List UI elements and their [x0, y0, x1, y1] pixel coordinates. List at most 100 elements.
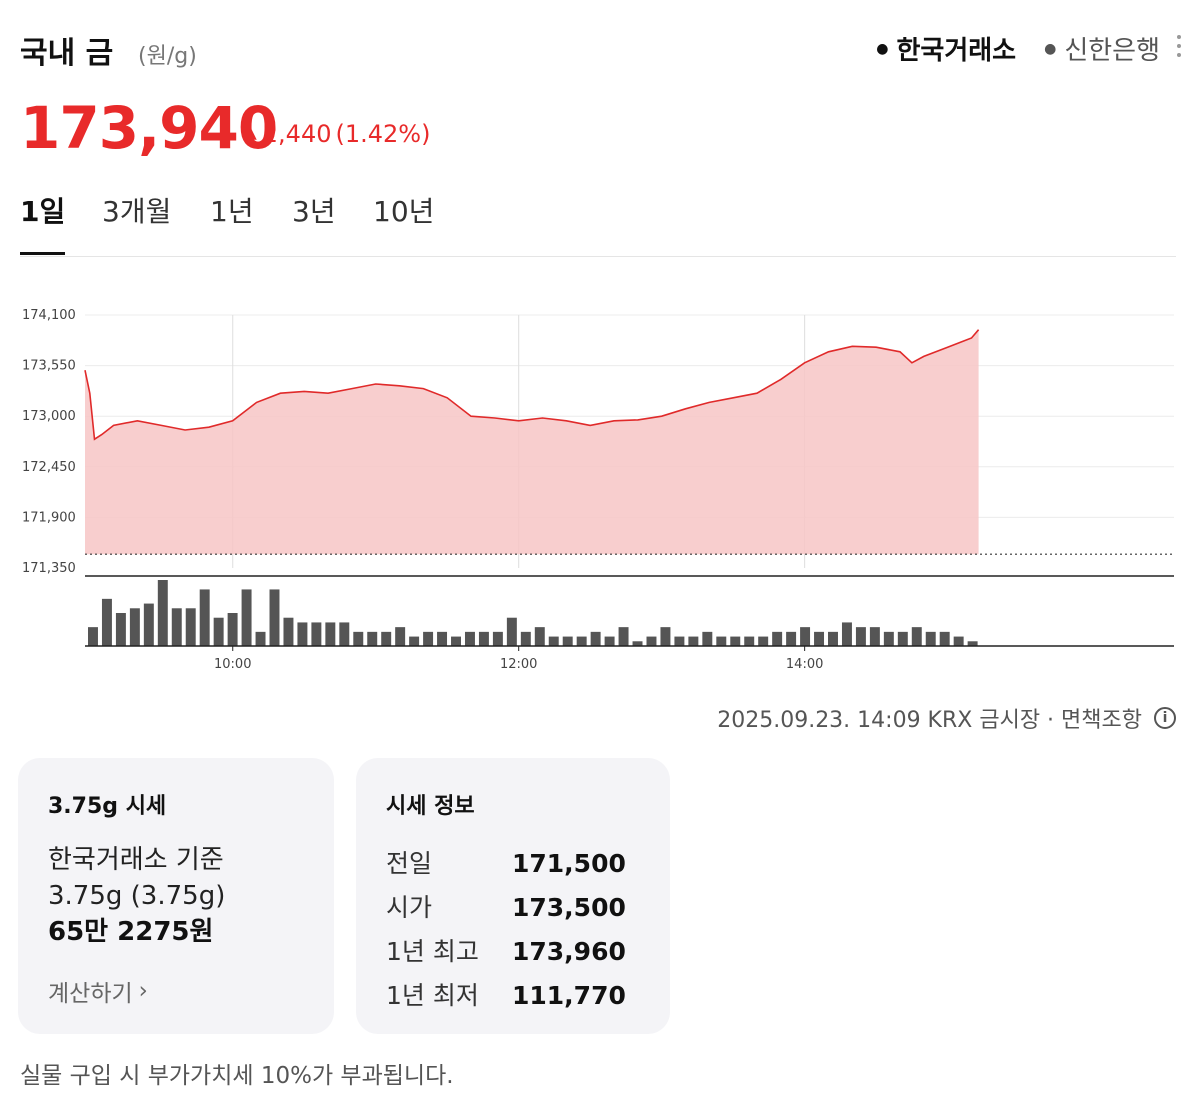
volume-bar: [590, 631, 601, 646]
vat-notice: 실물 구입 시 부가가치세 10%가 부과됩니다.: [20, 1063, 454, 1089]
volume-bar: [953, 636, 964, 646]
volume-bar: [604, 636, 615, 646]
volume-bar: [967, 641, 978, 646]
info-row: 1년 최저 111,770: [386, 974, 640, 1018]
volume-bar: [367, 631, 378, 646]
tab-3years[interactable]: 3년: [292, 195, 336, 228]
timestamp-line: 2025.09.23. 14:09 KRX 금시장 · 면책조항 i: [717, 702, 1176, 734]
volume-bar: [939, 631, 950, 646]
volume-bar: [451, 636, 461, 646]
source-krx[interactable]: ● 한국거래소: [876, 30, 1016, 67]
source-krx-label: 한국거래소: [896, 36, 1017, 66]
gram-card-price: 65만 2275원: [48, 917, 214, 947]
info-label: 전일: [386, 849, 433, 878]
info-label: 1년 최고: [386, 937, 479, 966]
y-tick-label: 173,550: [22, 359, 76, 374]
price-line: [84, 329, 980, 441]
info-row: 시가 173,500: [386, 886, 640, 930]
volume-bar: [171, 608, 182, 646]
y-tick-label: 172,450: [22, 460, 76, 475]
volume-bar: [674, 636, 685, 646]
header: 국내 금 (원/g) ● 한국거래소 ● 신한은행: [20, 28, 1181, 76]
chevron-right-icon: ›: [138, 978, 148, 1004]
volume-bar: [101, 598, 112, 646]
y-tick-label: 173,000: [22, 409, 76, 424]
volume-bar: [632, 641, 643, 646]
volume-bar: [646, 636, 657, 646]
tab-10years[interactable]: 10년: [373, 195, 435, 228]
gram-card-title: 3.75g 시세: [48, 794, 167, 819]
info-value: 111,770: [512, 981, 626, 1010]
price-change: ▲ 2,440 (1.42%): [246, 120, 430, 148]
volume-bar: [800, 627, 811, 646]
tab-3months[interactable]: 3개월: [102, 195, 172, 228]
source-selector: ● 한국거래소 ● 신한은행: [876, 30, 1160, 67]
calculate-link[interactable]: 계산하기 ›: [48, 974, 148, 1008]
volume-bar: [744, 636, 755, 646]
volume-bar: [883, 631, 894, 646]
volume-bar: [730, 636, 741, 646]
y-tick-label: 171,350: [22, 561, 76, 576]
info-value: 173,960: [512, 937, 626, 966]
bullet-icon: ●: [1044, 40, 1057, 57]
price-chart[interactable]: 174,100 173,550 173,000 172,450 171,900 171,3…: [0, 290, 1200, 690]
more-options-icon[interactable]: [1172, 32, 1186, 62]
volume-bar: [716, 636, 727, 646]
volume-bar: [478, 631, 489, 646]
volume-bar: [255, 631, 266, 646]
volume-bar: [506, 617, 517, 646]
volume-bar: [758, 636, 769, 646]
change-amount: 2,440: [262, 120, 332, 148]
volume-bar: [115, 613, 126, 646]
info-label: 시가: [386, 893, 433, 922]
volume-bar: [520, 631, 531, 646]
volume-bar: [185, 608, 196, 646]
info-value: 171,500: [512, 849, 626, 878]
volume-bar: [143, 603, 154, 646]
volume-bar: [464, 631, 475, 646]
volume-bar: [855, 627, 866, 646]
info-card-title: 시세 정보: [386, 794, 475, 819]
info-row: 1년 최고 173,960: [386, 930, 640, 974]
volume-bar: [828, 631, 838, 646]
bullet-icon: ●: [876, 40, 889, 57]
volume-bar: [241, 589, 252, 646]
volume-bar: [911, 627, 922, 646]
volume-bar: [409, 636, 420, 646]
volume-bar: [814, 631, 825, 646]
info-row: 전일 171,500: [386, 842, 640, 886]
volume-bar: [925, 631, 936, 646]
gram-card-weight: 3.75g (3.75g): [48, 881, 226, 911]
y-tick-label: 174,100: [22, 308, 76, 323]
x-tick-label: 10:00: [214, 657, 251, 672]
volume-bar: [88, 627, 98, 646]
current-price: 173,940: [20, 94, 278, 162]
x-tick-label: 12:00: [500, 657, 537, 672]
volume-bar: [353, 631, 364, 646]
volume-bar: [660, 627, 671, 646]
volume-bar: [213, 617, 224, 646]
volume-bar: [311, 622, 322, 646]
volume-bar: [129, 608, 140, 646]
volume-bar: [157, 580, 168, 646]
volume-bar: [702, 631, 713, 646]
volume-bar: [534, 627, 545, 646]
up-triangle-icon: ▲: [246, 126, 257, 142]
volume-bar: [227, 613, 238, 646]
calculate-link-label: 계산하기: [48, 981, 133, 1007]
volume-bar: [688, 636, 699, 646]
source-shinhan[interactable]: ● 신한은행: [1044, 30, 1160, 67]
tab-1year[interactable]: 1년: [210, 195, 254, 228]
volume-bar: [423, 631, 434, 646]
tab-1day[interactable]: 1일: [20, 190, 66, 255]
info-icon[interactable]: i: [1154, 707, 1176, 729]
volume-bar: [492, 631, 503, 646]
page-title: 국내 금: [20, 36, 114, 71]
info-label: 1년 최저: [386, 981, 479, 1010]
volume-bar: [395, 627, 406, 646]
x-tick-label: 14:00: [786, 657, 823, 672]
volume-bar: [562, 636, 573, 646]
volume-bar: [841, 622, 852, 646]
volume-bar: [297, 622, 308, 646]
info-value: 173,500: [512, 893, 626, 922]
